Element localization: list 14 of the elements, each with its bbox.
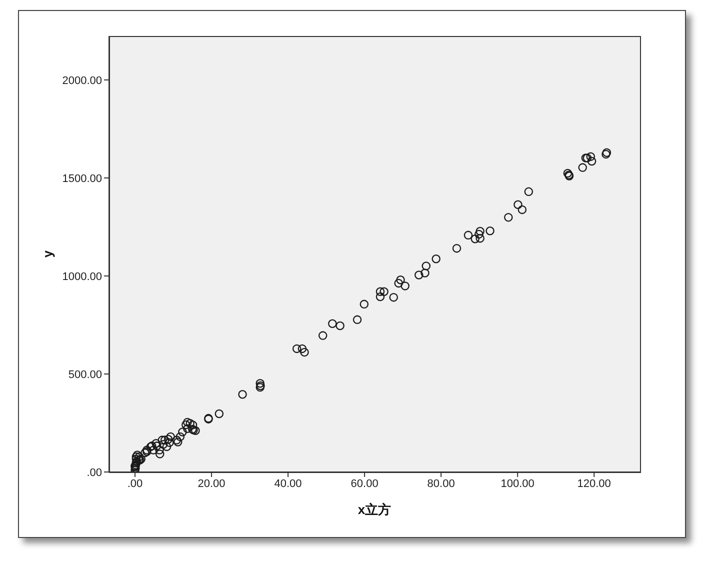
- x-tick-label: 60.00: [350, 478, 378, 490]
- x-tick-label: 100.00: [500, 478, 534, 490]
- x-tick-label: 80.00: [427, 478, 455, 490]
- x-tick-label: 20.00: [198, 478, 226, 490]
- x-tick-label: .00: [127, 478, 143, 490]
- x-axis-title: x立方: [358, 502, 392, 517]
- x-tick-label: 120.00: [577, 478, 611, 490]
- x-tick-label: 40.00: [274, 478, 302, 490]
- y-tick-label: 2000.00: [62, 74, 102, 87]
- y-axis-title: y: [40, 250, 54, 258]
- y-tick-label: 500.00: [68, 368, 102, 381]
- y-tick-label: 1500.00: [62, 172, 102, 185]
- y-tick-label: 1000.00: [62, 270, 102, 283]
- y-tick-label: .00: [86, 466, 102, 479]
